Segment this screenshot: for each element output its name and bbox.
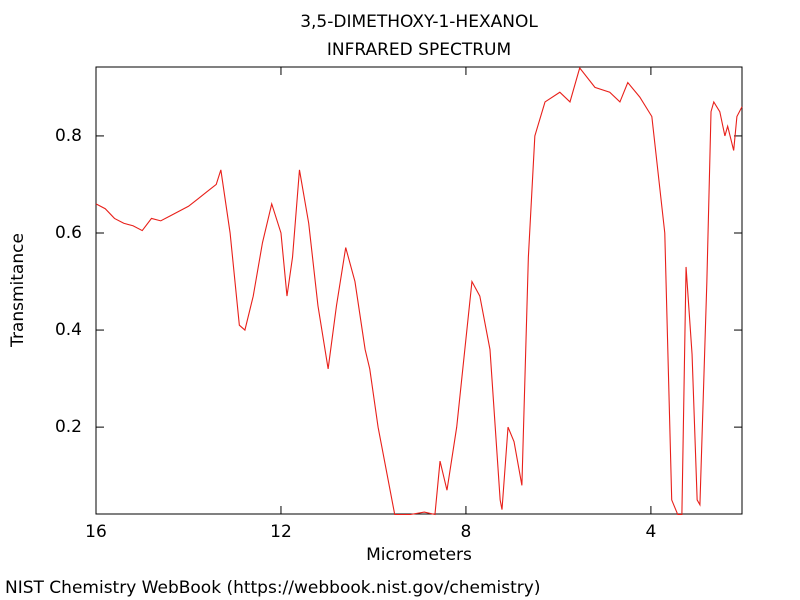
plot-frame	[95, 66, 743, 515]
spectrum-line	[95, 66, 743, 516]
y-tick-label: 0.6	[55, 223, 82, 243]
x-axis-label: Micrometers	[366, 545, 472, 565]
chart-subtitle: INFRARED SPECTRUM	[327, 40, 511, 60]
chart-title: 3,5-DIMETHOXY-1-HEXANOL	[300, 12, 538, 32]
y-tick-label: 0.8	[55, 126, 82, 146]
x-tick-label: 8	[461, 522, 472, 542]
y-axis-label: Transmitance	[8, 233, 28, 348]
x-tick-label: 12	[270, 522, 292, 542]
x-tick-label: 16	[85, 522, 107, 542]
y-tick-label: 0.2	[55, 417, 82, 437]
x-tick-label: 4	[645, 522, 656, 542]
footer: NIST Chemistry WebBook (https://webbook.…	[5, 578, 540, 598]
y-tick-label: 0.4	[55, 320, 82, 340]
